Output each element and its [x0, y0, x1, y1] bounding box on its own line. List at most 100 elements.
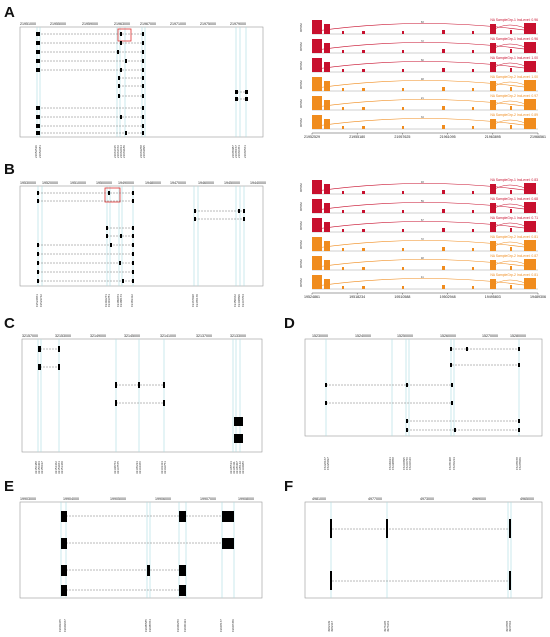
coverage-bar — [524, 240, 536, 251]
coverage-bar — [402, 286, 404, 289]
svg-text:4981000: 4981000 — [312, 497, 326, 501]
panel-d-ticks: 15230000 15240000 15250000 15260000 1527… — [312, 334, 526, 338]
coverage-bar — [324, 279, 330, 289]
panel-c-coord-labels: 32156488 32156303 32155917 32154462 3215… — [34, 461, 245, 474]
svg-text:32145000: 32145000 — [124, 334, 140, 338]
svg-text:4969000: 4969000 — [472, 497, 486, 501]
svg-text:32134986: 32134986 — [241, 461, 245, 474]
axis-tick-label: 19524861 — [304, 295, 320, 299]
coverage-bar — [510, 106, 512, 110]
svg-text:19903365: 19903365 — [58, 619, 62, 632]
axis-tick-label: 21952529 — [304, 135, 320, 139]
svg-text:21952529: 21952529 — [34, 145, 38, 158]
highlight-box — [104, 187, 121, 203]
coverage-bar — [362, 50, 365, 53]
sashimi-axis: 21952529 21955180 21957625 21961095 21963895… — [304, 132, 546, 139]
coverage-bar — [342, 286, 344, 289]
junction-arc — [491, 203, 533, 211]
svg-text:19500000: 19500000 — [96, 181, 112, 185]
coverage-bar — [442, 285, 445, 289]
panel-c-transcripts — [38, 346, 243, 443]
junction-arc — [315, 202, 533, 211]
coverage-bar — [362, 31, 365, 34]
coverage-bar — [524, 23, 536, 34]
rpkm-label: RPKM — [299, 221, 303, 230]
svg-text:21966561: 21966561 — [243, 145, 247, 158]
coverage-bar — [324, 203, 330, 213]
coverage-bar — [324, 24, 330, 34]
panel-b-ticks: 19530000 19520000 19510000 19500000 1949… — [20, 181, 266, 185]
coverage-bar — [442, 30, 445, 34]
coverage-bar — [490, 203, 496, 213]
svg-text:32143413: 32143413 — [160, 461, 164, 474]
coverage-bar — [362, 191, 365, 194]
transcript-row — [36, 106, 144, 110]
coverage-bar — [510, 125, 512, 129]
transcript-row — [118, 76, 144, 80]
panel-c-frame — [21, 338, 263, 453]
junction-arc — [491, 260, 533, 268]
svg-text:19467028: 19467028 — [191, 294, 195, 307]
coverage-bar — [490, 184, 496, 194]
sashimi-axis: 19524861 19518234 19510588 19502948 19495803… — [304, 292, 546, 299]
coverage-bar — [472, 267, 474, 270]
svg-text:19905585: 19905585 — [144, 619, 148, 632]
sashimi-track: RPKM 93 NA SampleGrp-1 IncLevel: 0.83 — [299, 178, 538, 195]
coverage-bar — [510, 285, 512, 289]
junction-arc — [315, 259, 533, 268]
sample-legend: NA SampleGrp-1 IncLevel: 1.00 — [490, 56, 538, 60]
transcript-row — [235, 97, 248, 101]
panel-label-a: A — [4, 4, 15, 21]
coverage-bar — [524, 259, 536, 270]
coverage-bar — [312, 180, 322, 194]
tick-label: 21959000 — [82, 22, 98, 26]
junction-count: 67 — [421, 219, 424, 222]
svg-text:15240000: 15240000 — [355, 334, 371, 338]
junction-arc — [315, 118, 533, 127]
coverage-bar — [490, 62, 496, 72]
transcript-row — [36, 131, 144, 135]
svg-text:4967895: 4967895 — [505, 620, 509, 632]
junction-arc — [491, 222, 533, 230]
coverage-bar — [342, 88, 344, 91]
transcript-row — [36, 59, 144, 63]
svg-text:32148763: 32148763 — [113, 461, 117, 474]
panel-a-transcripts — [36, 32, 248, 135]
coverage-bar — [510, 30, 512, 34]
junction-arc — [315, 240, 533, 249]
panel-f-coord-labels: 4982139 4982117 4976195 4976161 4967895 … — [327, 620, 512, 632]
transcript-row — [36, 32, 144, 36]
svg-text:32153961: 32153961 — [57, 461, 61, 474]
coverage-bar — [524, 202, 536, 213]
svg-text:19908000: 19908000 — [238, 497, 254, 501]
svg-text:32142751: 32142751 — [163, 461, 167, 474]
coverage-bar — [442, 247, 445, 251]
coverage-bar — [312, 256, 322, 270]
coverage-bar — [312, 199, 322, 213]
svg-text:15266213: 15266213 — [452, 457, 456, 470]
sample-legend: NA SampleGrp-2 IncLevel: 0.87 — [490, 254, 538, 258]
rpkm-label: RPKM — [299, 183, 303, 192]
coverage-bar — [342, 69, 344, 72]
junction-arc — [491, 241, 533, 249]
tick-label: 21967000 — [140, 22, 156, 26]
svg-text:32145233: 32145233 — [135, 461, 139, 474]
coverage-bar — [324, 184, 330, 194]
junction-count: 48 — [421, 78, 424, 81]
svg-text:4973000: 4973000 — [420, 497, 434, 501]
sashimi-track: RPKM 21 NA SampleGrp-2 IncLevel: 0.97 — [299, 94, 538, 111]
tick-label: 21975000 — [200, 22, 216, 26]
coverage-bar — [490, 24, 496, 34]
coverage-bar — [312, 237, 322, 251]
transcript-row — [36, 124, 144, 128]
transcript-row — [36, 41, 144, 45]
rpkm-label: RPKM — [299, 202, 303, 211]
sashimi-track: RPKM 83 NA SampleGrp-1 IncLevel: 0.96 — [299, 18, 538, 35]
svg-text:21962014: 21962014 — [119, 145, 123, 158]
svg-text:19489073: 19489073 — [116, 294, 120, 307]
coverage-bar — [362, 229, 365, 232]
svg-text:21961672: 21961672 — [116, 145, 120, 158]
coverage-bar — [524, 183, 536, 194]
coverage-bar — [524, 118, 536, 129]
junction-arc — [491, 62, 533, 70]
